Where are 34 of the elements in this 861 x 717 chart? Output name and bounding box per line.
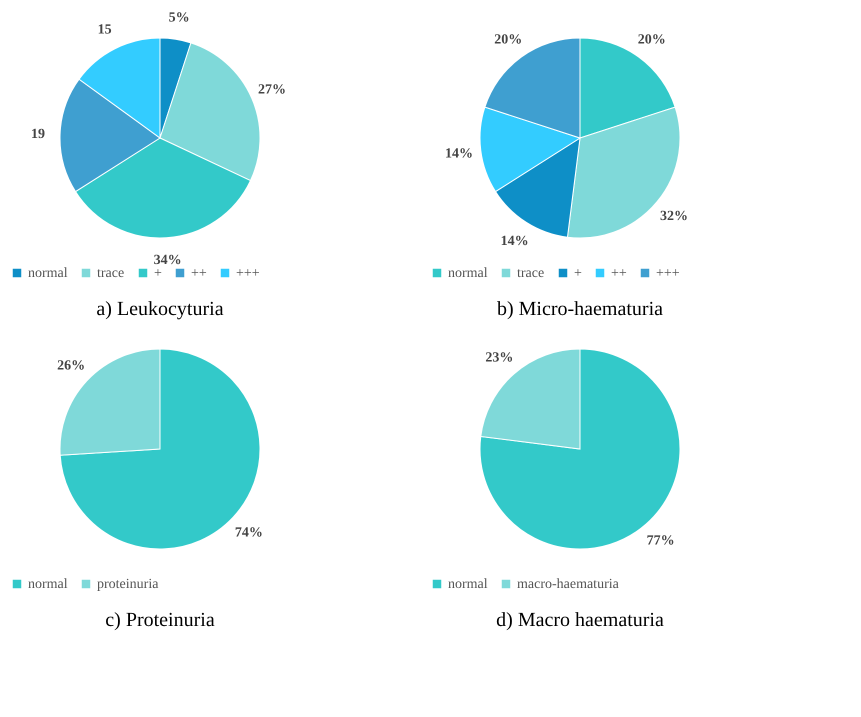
data-label: 5% — [168, 10, 190, 26]
data-label: 77% — [646, 534, 675, 549]
legend-label: normal — [448, 266, 488, 281]
legend-label: normal — [448, 577, 488, 592]
legend-label: + — [154, 266, 162, 281]
data-label: 20% — [638, 32, 666, 48]
legend-label: +++ — [656, 266, 680, 281]
legend-label: trace — [97, 266, 124, 281]
legend-label: +++ — [236, 266, 260, 281]
legend-label: macro-haematuria — [517, 577, 620, 592]
data-label: 74% — [234, 526, 263, 541]
data-label: 26% — [57, 358, 86, 374]
data-label: 15 — [98, 22, 112, 38]
text: d) Macro haematuria — [496, 609, 664, 631]
legend-label: + — [574, 266, 582, 281]
data-label: 19 — [31, 127, 46, 142]
text: a) Leukocyturia — [96, 298, 224, 320]
legend-label: trace — [517, 266, 544, 281]
pie-slice — [60, 348, 260, 550]
legend-label: proteinuria — [97, 577, 160, 592]
data-label: 14% — [500, 234, 529, 250]
data-label: 23% — [485, 350, 514, 366]
data-label: 27% — [258, 82, 286, 98]
legend-label: ++ — [191, 266, 207, 281]
data-label: 32% — [660, 208, 688, 224]
text: c) Proteinuria — [105, 609, 215, 631]
legend-label: normal — [28, 266, 68, 281]
text: b) Micro-haematuria — [496, 298, 664, 320]
legend-label: ++ — [611, 266, 627, 281]
pie-slice — [480, 348, 680, 550]
data-label: 34% — [154, 252, 182, 268]
legend-label: normal — [28, 577, 68, 592]
data-label: 20% — [494, 32, 522, 48]
data-label: 14% — [444, 146, 473, 162]
